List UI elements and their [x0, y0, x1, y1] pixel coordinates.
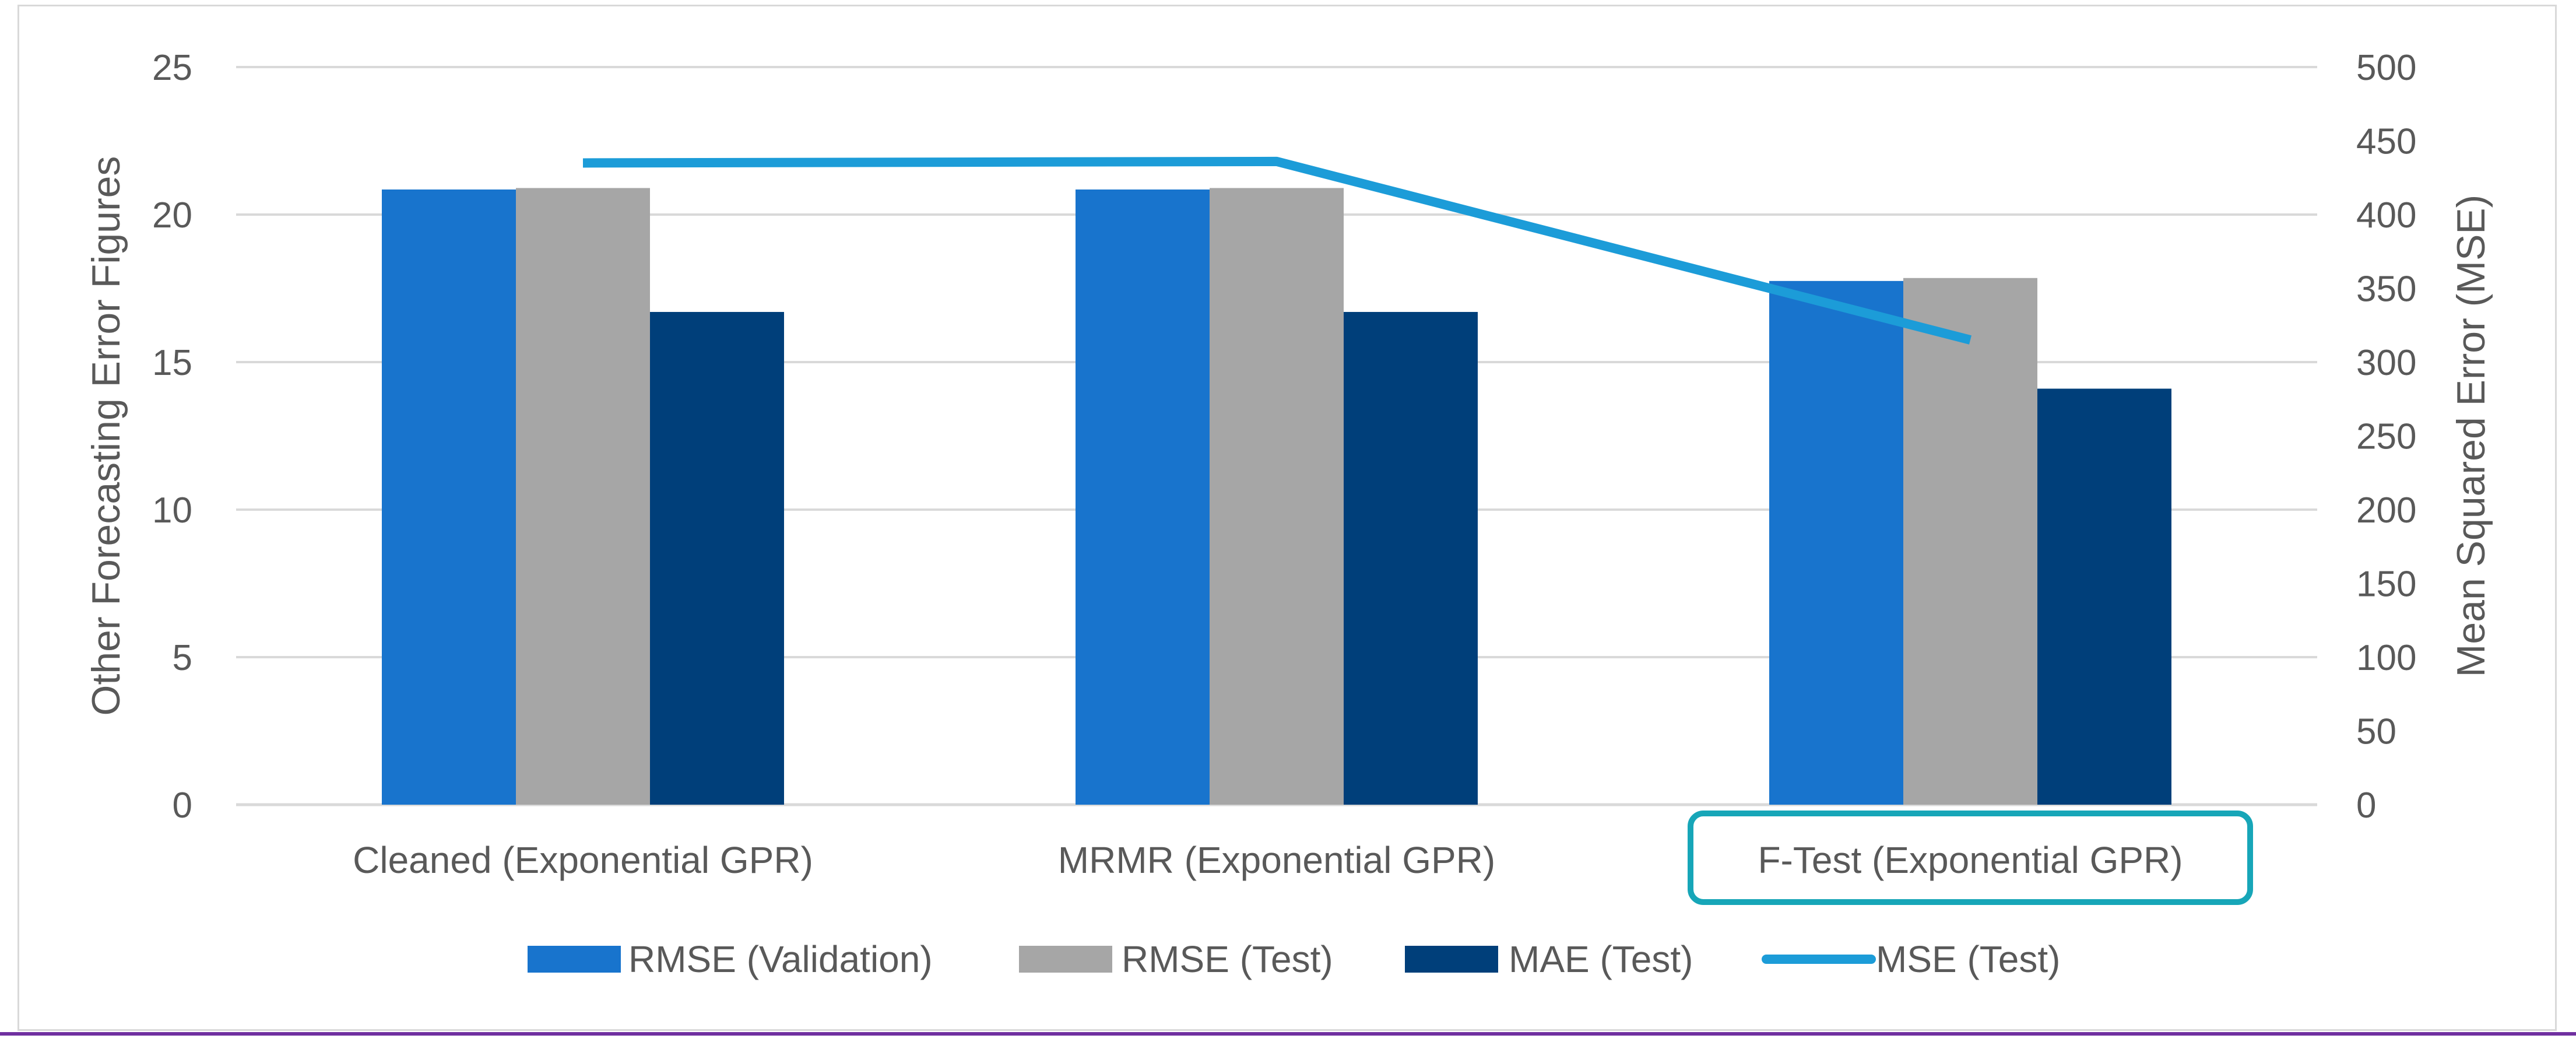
left-tick-label: 15: [152, 343, 192, 383]
right-tick-label: 350: [2356, 269, 2416, 310]
bar: [1076, 189, 1210, 805]
category-label: Cleaned (Exponential GPR): [353, 839, 813, 881]
mse-line: [582, 156, 1971, 345]
highlight-box: [1688, 811, 2253, 905]
legend-label: RMSE (Test): [1122, 938, 1333, 980]
legend-label: MSE (Test): [1876, 938, 2060, 980]
left-axis-title: Other Forecasting Error Figures: [84, 156, 128, 716]
left-tick-label: 5: [173, 638, 192, 678]
right-axis-title: Mean Squared Error (MSE): [2449, 195, 2493, 678]
right-tick-label: 0: [2356, 785, 2376, 826]
bar: [1903, 278, 2037, 805]
category-label: MRMR (Exponential GPR): [1058, 839, 1495, 881]
legend-swatch: [528, 946, 621, 973]
left-tick-label: 20: [152, 195, 192, 236]
axes: 0510152025050100150200250300350400450500…: [84, 48, 2493, 905]
right-tick-label: 450: [2356, 122, 2416, 162]
legend: RMSE (Validation) RMSE (Test) MAE (Test) MS…: [528, 938, 2060, 980]
bar: [1344, 311, 1478, 805]
legend-swatch: [1019, 946, 1112, 973]
bottom-divider: [0, 1032, 2576, 1036]
bar: [516, 188, 650, 805]
bar: [2037, 388, 2171, 805]
category-label: F-Test (Exponential GPR): [1758, 839, 2183, 881]
mse-test-line: [582, 156, 1971, 345]
bars: [382, 188, 2171, 805]
right-tick-label: 200: [2356, 490, 2416, 531]
left-tick-label: 10: [152, 490, 192, 531]
legend-swatch: [1405, 946, 1498, 973]
right-tick-label: 300: [2356, 343, 2416, 383]
right-tick-label: 400: [2356, 195, 2416, 236]
right-tick-label: 100: [2356, 638, 2416, 678]
right-tick-label: 150: [2356, 564, 2416, 605]
right-tick-label: 250: [2356, 417, 2416, 457]
legend-label: MAE (Test): [1509, 938, 1693, 980]
bar: [650, 311, 784, 805]
right-tick-label: 500: [2356, 48, 2416, 88]
left-tick-label: 0: [173, 785, 192, 826]
left-tick-label: 25: [152, 48, 192, 88]
bar: [1210, 188, 1344, 805]
bar: [382, 189, 516, 805]
chart-frame: [17, 5, 2557, 1031]
legend-label: RMSE (Validation): [628, 938, 933, 980]
bar: [1769, 280, 1903, 805]
right-tick-label: 50: [2356, 712, 2396, 752]
